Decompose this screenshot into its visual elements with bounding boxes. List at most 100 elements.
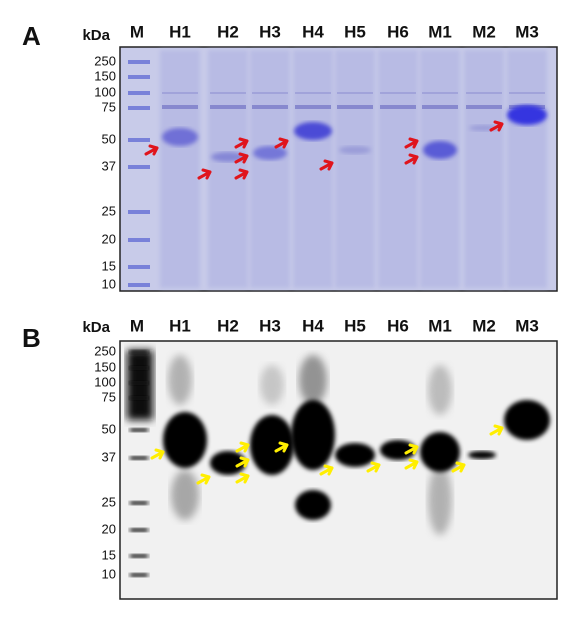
arrow <box>489 120 504 132</box>
marker-label: 25 <box>102 203 116 218</box>
band <box>252 105 288 109</box>
lane-label: H6 <box>387 316 409 335</box>
lane-label: H3 <box>259 316 281 335</box>
lane-label: H1 <box>169 22 191 41</box>
arrow <box>150 448 165 460</box>
blot-b-bands <box>127 350 550 577</box>
lane-label: M3 <box>515 22 539 41</box>
arrow <box>234 152 249 164</box>
arrow <box>319 159 334 171</box>
blot-b <box>119 340 558 600</box>
ladder-band <box>128 165 150 169</box>
band <box>162 92 198 94</box>
lane-label: M2 <box>472 22 496 41</box>
lane <box>464 50 504 288</box>
ladder-band <box>128 210 150 214</box>
protein-band <box>468 451 496 459</box>
smear <box>299 355 327 405</box>
smear <box>168 355 192 405</box>
protein-band <box>163 412 207 468</box>
smear <box>428 465 452 535</box>
smear <box>260 365 284 405</box>
marker-label: 10 <box>102 566 116 581</box>
lane-label: H5 <box>344 22 366 41</box>
arrow <box>404 153 419 165</box>
ladder-band <box>128 138 150 142</box>
ladder-band <box>130 456 148 460</box>
marker-label: 50 <box>102 131 116 146</box>
unit-label: kDa <box>82 27 110 44</box>
protein-band <box>423 141 457 159</box>
marker-label: 100 <box>94 84 116 99</box>
ladder-band <box>130 381 148 385</box>
lane-label: H6 <box>387 22 409 41</box>
lane <box>208 50 248 288</box>
unit-label: kDa <box>82 319 110 336</box>
protein-band <box>253 146 287 160</box>
band <box>422 105 458 109</box>
smear <box>428 365 452 415</box>
ladder-band <box>130 501 148 505</box>
arrow <box>235 456 250 468</box>
marker-label: 37 <box>102 158 116 173</box>
arrow <box>196 473 211 485</box>
marker-label: 25 <box>102 494 116 509</box>
arrow <box>451 461 466 473</box>
arrow <box>366 461 381 473</box>
protein-band <box>162 128 198 146</box>
protein-band <box>504 400 550 440</box>
arrow <box>144 144 159 156</box>
band <box>466 92 502 94</box>
arrow <box>234 137 249 149</box>
lane <box>420 50 460 288</box>
lane-label: H2 <box>217 316 239 335</box>
lane-label: H2 <box>217 22 239 41</box>
lane-label: M <box>130 22 144 41</box>
smear <box>171 470 199 520</box>
ladder-band <box>130 528 148 532</box>
lane-label: H4 <box>302 22 324 41</box>
lane <box>378 50 418 288</box>
marker-label: 75 <box>102 99 116 114</box>
marker-label: 37 <box>102 449 116 464</box>
band <box>466 105 502 109</box>
protein-band <box>210 451 246 475</box>
lane-label: M2 <box>472 316 496 335</box>
arrow <box>197 168 212 180</box>
marker-label: 20 <box>102 231 116 246</box>
protein-band <box>339 146 371 154</box>
band <box>509 92 545 94</box>
marker-label: 250 <box>94 343 116 358</box>
lane <box>507 50 547 288</box>
lane-label: M3 <box>515 316 539 335</box>
lane-label: M1 <box>428 22 452 41</box>
lane-label: M <box>130 316 144 335</box>
ladder-band <box>130 573 148 577</box>
marker-label: 75 <box>102 389 116 404</box>
band <box>162 105 198 109</box>
protein-band <box>507 105 547 125</box>
arrow <box>235 441 250 453</box>
lane-label: H4 <box>302 316 324 335</box>
band <box>337 92 373 94</box>
protein-band <box>295 490 331 520</box>
marker-label: 10 <box>102 276 116 291</box>
arrow <box>274 137 289 149</box>
band <box>210 92 246 94</box>
arrow <box>274 441 289 453</box>
lane <box>160 50 200 288</box>
panel-label: A <box>22 21 41 51</box>
ladder-band <box>130 554 148 558</box>
lane-label: H3 <box>259 22 281 41</box>
arrow <box>404 458 419 470</box>
band <box>295 105 331 109</box>
ladder-band <box>128 265 150 269</box>
ladder-band <box>128 91 150 95</box>
arrow <box>319 464 334 476</box>
band <box>295 92 331 94</box>
ladder-band <box>130 428 148 432</box>
marker-label: 150 <box>94 359 116 374</box>
marker-label: 150 <box>94 68 116 83</box>
lane <box>293 50 333 288</box>
